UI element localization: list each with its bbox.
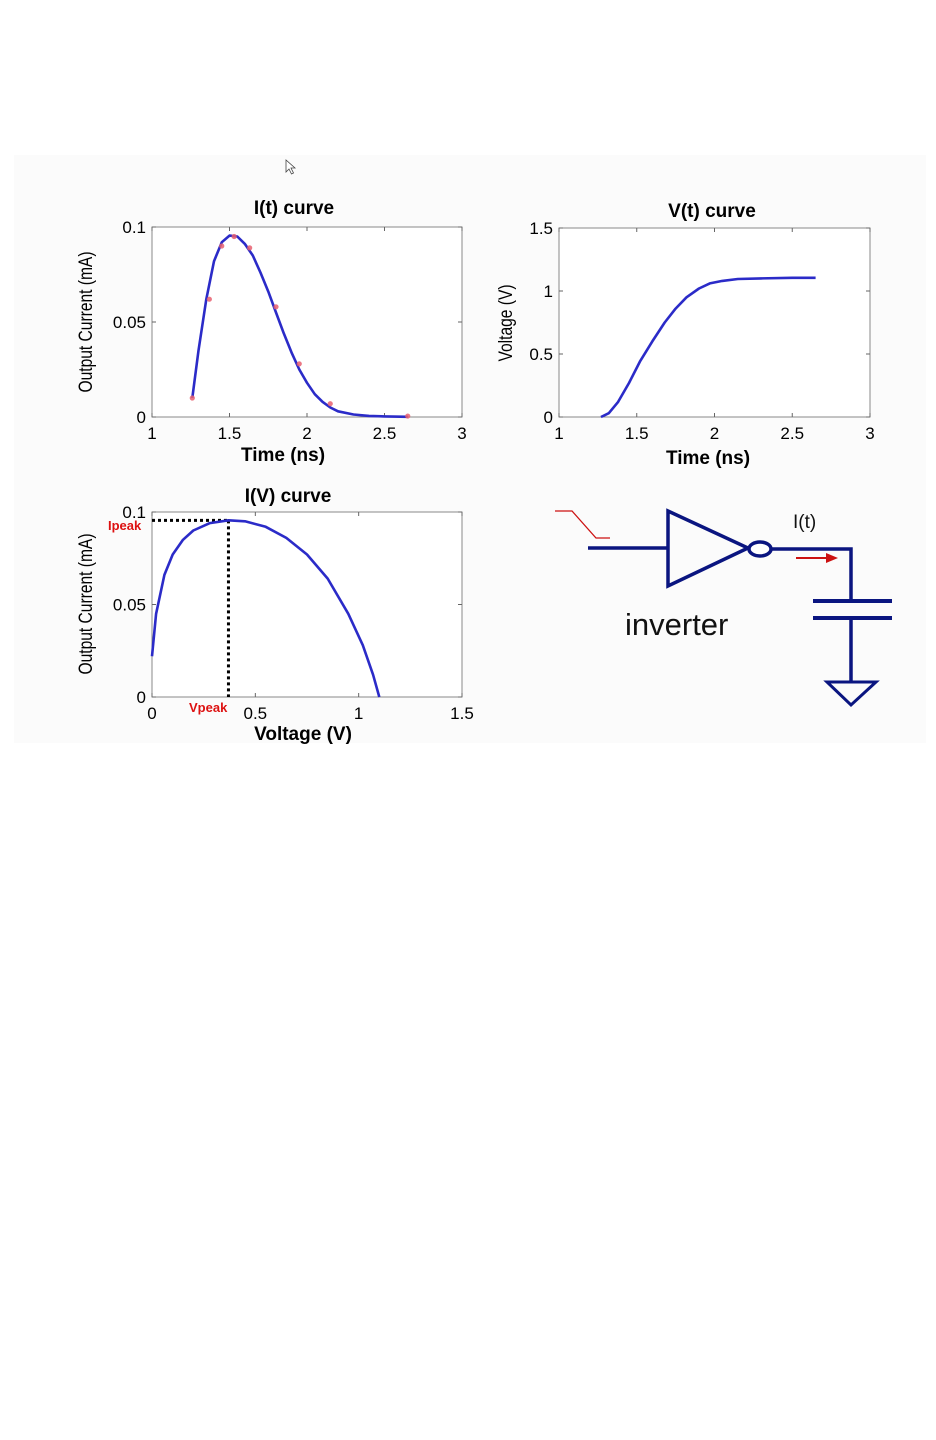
chart-it-xlabel: Time (ns) bbox=[241, 445, 325, 466]
data-point-marker bbox=[296, 361, 302, 367]
chart-vt-y-ticks: 0 0.5 1 1.5 bbox=[529, 219, 870, 427]
inverter-circuit: I(t) inverter bbox=[555, 508, 892, 708]
chart-it-x-ticks: 1 1.5 2 2.5 3 bbox=[147, 227, 467, 443]
x-tick-label: 3 bbox=[865, 424, 874, 443]
chart-vt-xlabel: Time (ns) bbox=[666, 448, 750, 469]
y-tick-label: 0.05 bbox=[113, 313, 146, 332]
y-tick-label: 0.1 bbox=[122, 503, 146, 522]
x-tick-label: 1.5 bbox=[450, 704, 474, 723]
chart-iv-series-line bbox=[150, 519, 381, 698]
data-point-marker bbox=[189, 395, 195, 401]
y-tick-label: 0 bbox=[544, 408, 553, 427]
vpeak-label: Vpeak bbox=[189, 700, 228, 715]
chart-vt-series-line bbox=[600, 276, 816, 419]
x-tick-label: 0 bbox=[147, 704, 156, 723]
x-tick-label: 1 bbox=[554, 424, 563, 443]
data-point-marker bbox=[327, 401, 333, 407]
output-wire bbox=[771, 547, 853, 600]
data-point-marker bbox=[231, 233, 237, 240]
data-point-marker bbox=[219, 243, 225, 249]
chart-it: I(t) curve 00.050.1 1 1.5 2 2.5 3 Time (ns) … bbox=[75, 198, 467, 466]
ground-icon bbox=[823, 680, 880, 708]
y-tick-label: 0.05 bbox=[113, 596, 146, 615]
chart-vt-x-ticks: 1 1.5 2 2.5 3 bbox=[554, 228, 875, 443]
chart-it-y-ticks: 0 0.05 0.1 bbox=[113, 218, 462, 427]
x-tick-label: 1.5 bbox=[625, 424, 649, 443]
x-tick-label: 0.5 bbox=[244, 704, 268, 723]
current-arrow-icon bbox=[796, 553, 838, 563]
y-tick-label: 0.1 bbox=[122, 218, 146, 237]
chart-iv-xlabel: Voltage (V) bbox=[254, 724, 352, 745]
x-tick-label: 1.5 bbox=[218, 424, 242, 443]
chart-it-markers bbox=[189, 233, 411, 419]
x-tick-label: 2 bbox=[302, 424, 311, 443]
chart-iv-frame bbox=[151, 511, 463, 698]
inverter-bubble-icon bbox=[747, 540, 773, 558]
x-tick-label: 3 bbox=[457, 424, 466, 443]
inverter-triangle-icon bbox=[666, 508, 753, 589]
x-tick-label: 1 bbox=[354, 704, 363, 723]
y-tick-label: 1 bbox=[544, 282, 553, 301]
x-tick-label: 2.5 bbox=[780, 424, 804, 443]
y-tick-label: 1.5 bbox=[529, 219, 553, 238]
chart-iv-y-ticks: 0 0.05 0.1 bbox=[113, 503, 462, 707]
mouse-cursor-icon bbox=[285, 159, 297, 175]
chart-iv-x-ticks: 0 0.5 1 1.5 bbox=[147, 512, 474, 723]
chart-vt-ylabel: Voltage (V) bbox=[495, 284, 517, 361]
chart-vt-title: V(t) curve bbox=[668, 201, 756, 222]
chart-iv: I(V) curve 0 0.05 0.1 0 0.5 1 1.5 Ipeak Vpeak… bbox=[75, 486, 474, 745]
chart-iv-title: I(V) curve bbox=[245, 486, 332, 507]
chart-it-ylabel: Output Current (mA) bbox=[75, 251, 97, 392]
x-tick-label: 1 bbox=[147, 424, 156, 443]
input-step-waveform-icon bbox=[555, 510, 610, 539]
chart-vt: V(t) curve 00.511.5 1 1.5 2 2.5 3 Time (ns) … bbox=[495, 201, 875, 469]
x-tick-label: 2 bbox=[710, 424, 719, 443]
data-point-marker bbox=[247, 245, 253, 251]
y-tick-label: 0 bbox=[137, 688, 146, 707]
inverter-label: inverter bbox=[625, 607, 728, 642]
current-label: I(t) bbox=[793, 512, 816, 533]
data-point-marker bbox=[206, 296, 212, 302]
data-point-marker bbox=[405, 413, 411, 419]
y-tick-label: 0 bbox=[137, 408, 146, 427]
chart-iv-ylabel: Output Current (mA) bbox=[75, 533, 97, 674]
chart-vt-frame bbox=[558, 227, 871, 418]
x-tick-label: 2.5 bbox=[373, 424, 397, 443]
data-point-marker bbox=[273, 304, 279, 310]
y-tick-label: 0.5 bbox=[529, 345, 553, 364]
chart-it-title: I(t) curve bbox=[254, 198, 334, 219]
chart-it-frame bbox=[151, 226, 463, 418]
ipeak-label: Ipeak bbox=[108, 518, 142, 533]
